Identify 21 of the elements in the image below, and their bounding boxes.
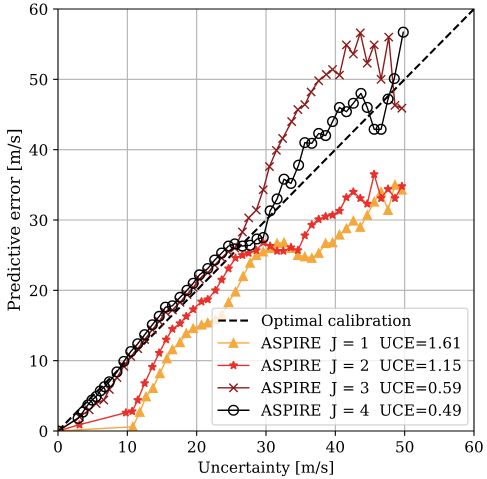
x-tick-label: 60 <box>465 440 483 453</box>
x-tick-label: 30 <box>257 440 275 453</box>
y-tick-label: 40 <box>29 144 48 156</box>
legend-label: ASPIRE J = 4 UCE=0.49 <box>260 404 461 419</box>
x-tick-label: 20 <box>188 440 206 453</box>
legend-label: ASPIRE J = 2 UCE=1.15 <box>260 359 461 374</box>
x-axis-title: Uncertainty [m/s] <box>198 461 333 476</box>
y-tick-label: 30 <box>30 214 48 226</box>
x-tick-label: 50 <box>396 440 414 453</box>
x-tick-label: 40 <box>326 440 344 453</box>
y-tick-label: 0 <box>40 425 48 438</box>
x-tick-label: 0 <box>54 440 62 453</box>
legend-label: Optimal calibration <box>262 314 411 330</box>
y-tick-label: 60 <box>30 3 48 16</box>
legend-label: ASPIRE J = 3 UCE=0.59 <box>260 382 461 396</box>
y-axis-title: Predictive error [m/s] <box>7 130 22 311</box>
y-tick-label: 20 <box>30 284 48 296</box>
legend-label: ASPIRE J = 1 UCE=1.61 <box>260 336 460 352</box>
y-tick-label: 10 <box>30 355 48 367</box>
y-tick-label: 50 <box>30 74 48 86</box>
x-tick-label: 10 <box>119 440 136 453</box>
